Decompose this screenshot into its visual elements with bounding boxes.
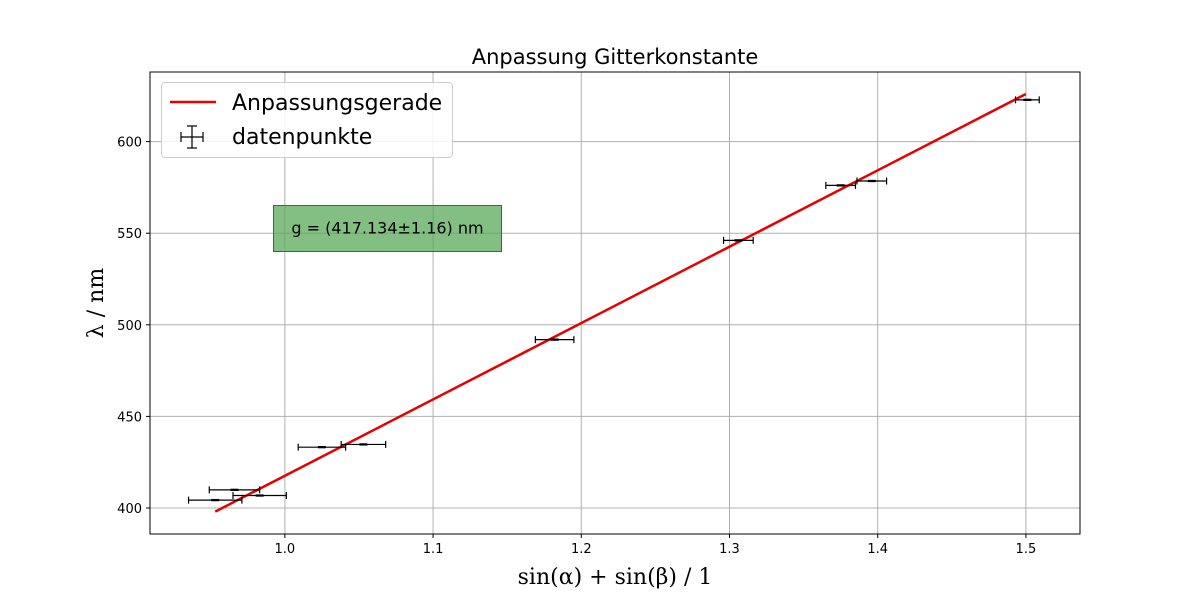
annotation-background — [273, 205, 502, 252]
data-point — [187, 496, 243, 504]
x-axis-label: sin(α) + sin(β) / 1 — [518, 565, 713, 590]
chart-title: Anpassung Gitterkonstante — [472, 45, 759, 69]
y-tick-label: 600 — [117, 136, 142, 151]
x-tick-label: 1.3 — [719, 542, 740, 557]
y-axis-label: λ / nm — [84, 268, 109, 339]
legend-frame — [161, 82, 453, 158]
plot-frame — [149, 71, 1081, 535]
legend-errorbar-swatch — [180, 125, 204, 149]
data-point — [1014, 96, 1040, 104]
legend[interactable]: Anpassungsgerade datenpunkte — [161, 82, 453, 158]
data-point — [856, 177, 888, 185]
data-point — [722, 236, 754, 244]
data-point — [297, 443, 347, 451]
fit-line — [214, 92, 1027, 513]
y-tick-label: 550 — [117, 227, 142, 242]
grid — [150, 72, 1080, 534]
legend-label-fit: Anpassungsgerade — [232, 91, 442, 116]
x-tick-label: 1.1 — [423, 542, 444, 557]
legend-label-data: datenpunkte — [232, 125, 372, 150]
data-point — [340, 440, 387, 448]
x-tick-label: 1.5 — [1016, 542, 1037, 557]
data-point — [208, 486, 261, 494]
annotation-text: g = (417.134±1.16) nm — [291, 219, 483, 238]
axis-ticks: 1.0 1.1 1.2 1.3 1.4 1.5 400 450 500 550 600 — [117, 136, 1036, 557]
x-tick-label: 1.0 — [275, 542, 296, 557]
data-point — [232, 492, 287, 500]
x-tick-label: 1.2 — [571, 542, 592, 557]
x-tick-label: 1.4 — [867, 542, 888, 557]
y-tick-label: 400 — [117, 502, 142, 517]
y-tick-label: 500 — [117, 319, 142, 334]
annotation-box: g = (417.134±1.16) nm — [273, 205, 502, 252]
data-point — [825, 181, 857, 189]
plot-area — [187, 92, 1040, 513]
data-point — [534, 336, 575, 344]
y-tick-label: 450 — [117, 410, 142, 425]
